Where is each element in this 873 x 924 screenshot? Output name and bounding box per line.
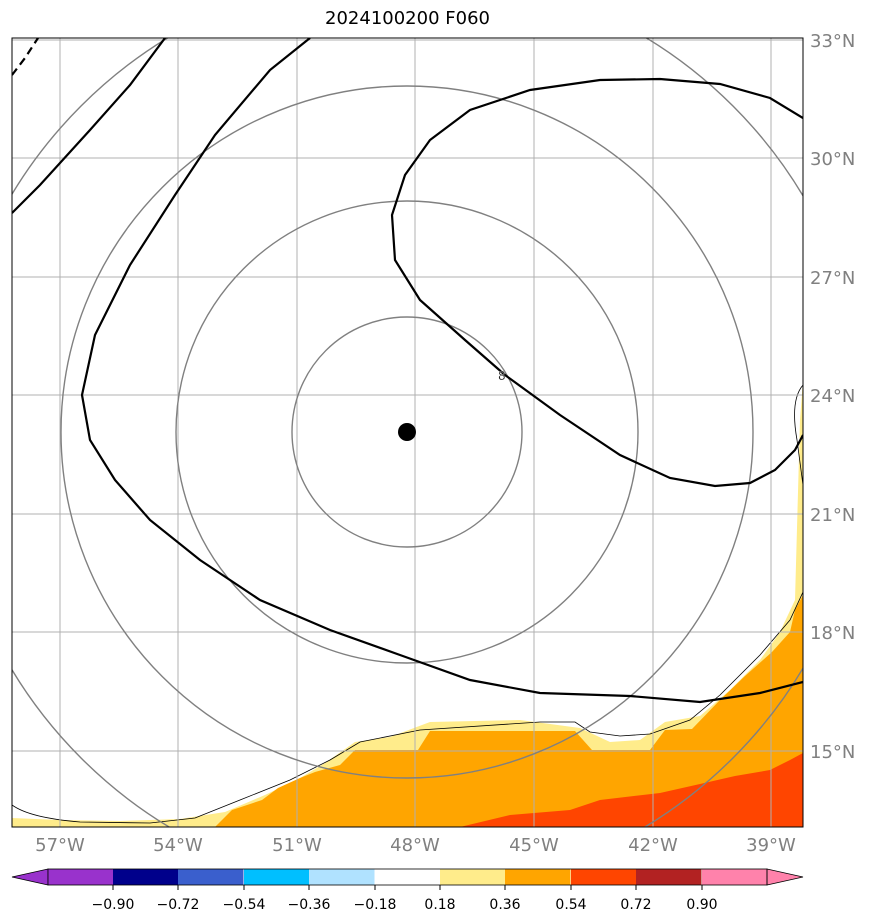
colorbar-ticks	[112, 885, 703, 890]
lon-label-39: 39°W	[746, 835, 796, 856]
lon-labels: 57°W 54°W 51°W 48°W 45°W 42°W 39°W	[35, 835, 796, 856]
lon-label-57: 57°W	[35, 835, 85, 856]
colorbar-tick-label: −0.54	[223, 897, 266, 913]
map-area: 8	[12, 38, 803, 827]
range-rings	[12, 38, 803, 827]
lat-label-30: 30°N	[810, 149, 855, 170]
contour-dashed	[12, 38, 39, 76]
colorbar-tick-label: 0.54	[555, 897, 586, 913]
lon-label-54: 54°W	[153, 835, 203, 856]
colorbar-bin-6	[375, 869, 441, 885]
contour-main	[80, 38, 803, 704]
colorbar-bin-1	[48, 869, 114, 885]
map-frame	[11, 37, 804, 828]
colorbar-tick-labels: −0.90 −0.72 −0.54 −0.36 −0.18 0.18 0.36 …	[92, 897, 718, 913]
colorbar-bin-7	[440, 869, 506, 885]
shade-high	[460, 753, 803, 827]
lat-label-15: 15°N	[810, 742, 855, 763]
lat-label-21: 21°N	[810, 505, 855, 526]
lat-label-24: 24°N	[810, 386, 855, 407]
lon-label-42: 42°W	[628, 835, 678, 856]
range-ring-1	[291, 316, 523, 548]
range-ring-2	[175, 200, 639, 664]
colorbar-bin-4	[244, 869, 310, 885]
colorbar-bin-11	[702, 869, 767, 885]
contour-outer-left	[12, 38, 166, 214]
colorbar-extend-max	[766, 868, 804, 886]
colorbar-frame	[47, 868, 768, 886]
lon-label-51: 51°W	[272, 835, 322, 856]
colorbar-bin-3	[178, 869, 244, 885]
colorbar-tick-label: 0.36	[489, 897, 520, 913]
colorbar-tick-label: 0.18	[424, 897, 455, 913]
colorbar-bin-9	[571, 869, 637, 885]
storm-center-marker	[398, 423, 416, 441]
lon-label-48: 48°W	[390, 835, 440, 856]
map-title: 2024100200 F060	[325, 8, 490, 29]
colorbar-bin-10	[636, 869, 702, 885]
contours	[12, 38, 803, 704]
coastline	[12, 591, 803, 824]
colorbar: −0.90 −0.72 −0.54 −0.36 −0.18 0.18 0.36 …	[11, 868, 804, 913]
lat-label-33: 33°N	[810, 31, 855, 52]
contour-label: 8	[498, 369, 506, 383]
colorbar-bin-5	[309, 869, 375, 885]
range-ring-3	[60, 85, 754, 779]
lat-labels: 33°N 30°N 27°N 24°N 21°N 18°N 15°N	[810, 31, 855, 763]
lat-label-18: 18°N	[810, 623, 855, 644]
colorbar-tick-label: −0.36	[288, 897, 331, 913]
colorbar-tick-label: 0.90	[686, 897, 717, 913]
coastline-east	[794, 384, 803, 486]
lon-label-45: 45°W	[509, 835, 559, 856]
colorbar-extend-min	[11, 868, 49, 886]
lat-label-27: 27°N	[810, 268, 855, 289]
colorbar-bin-8	[505, 869, 571, 885]
contour-inner	[390, 77, 803, 488]
colorbar-bin-2	[113, 869, 179, 885]
colorbar-tick-label: −0.18	[354, 897, 397, 913]
colorbar-tick-label: 0.72	[620, 897, 651, 913]
colorbar-tick-label: −0.90	[92, 897, 135, 913]
shade-mid	[215, 595, 803, 827]
colorbar-tick-label: −0.72	[157, 897, 200, 913]
